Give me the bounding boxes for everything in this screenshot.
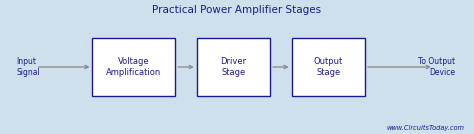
FancyBboxPatch shape [292, 38, 365, 96]
FancyBboxPatch shape [197, 38, 270, 96]
FancyBboxPatch shape [92, 38, 175, 96]
Text: Voltage
Amplification: Voltage Amplification [106, 57, 162, 77]
Text: To Output
Device: To Output Device [418, 57, 455, 77]
Text: Output
Stage: Output Stage [314, 57, 343, 77]
Text: Input
Signal: Input Signal [17, 57, 40, 77]
Text: Practical Power Amplifier Stages: Practical Power Amplifier Stages [153, 5, 321, 15]
Text: Driver
Stage: Driver Stage [220, 57, 246, 77]
Text: www.CircuitsToday.com: www.CircuitsToday.com [386, 125, 465, 131]
